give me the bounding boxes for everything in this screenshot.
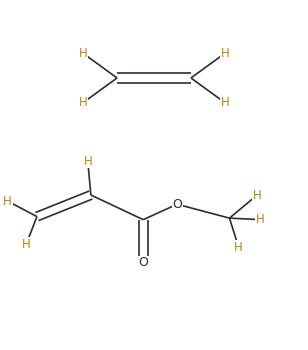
Text: O: O: [172, 198, 182, 211]
Text: H: H: [22, 238, 30, 251]
Text: H: H: [256, 213, 265, 226]
Text: H: H: [79, 47, 87, 60]
Text: H: H: [221, 47, 229, 60]
Text: H: H: [234, 241, 243, 254]
Text: H: H: [83, 155, 92, 168]
Text: H: H: [79, 96, 87, 109]
Text: H: H: [221, 96, 229, 109]
Text: H: H: [253, 189, 261, 202]
Text: H: H: [3, 195, 12, 208]
Text: O: O: [138, 256, 148, 269]
